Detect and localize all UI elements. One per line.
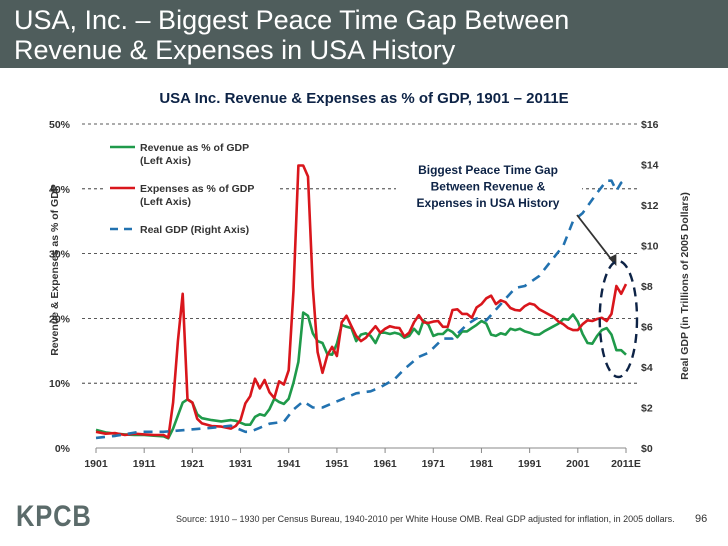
y-tick-label: 40%	[49, 184, 71, 196]
x-tick-label: 1931	[229, 458, 253, 470]
highlight-ellipse	[598, 259, 639, 379]
y2-tick-label: $10	[641, 241, 659, 253]
x-tick-label: 1901	[84, 458, 108, 470]
annotation-arrow	[576, 214, 615, 263]
legend-label-axis: (Left Axis)	[140, 155, 191, 167]
slide-title-line1: USA, Inc. – Biggest Peace Time Gap Betwe…	[14, 5, 570, 35]
y2-tick-label: $0	[641, 443, 653, 455]
page-number: 96	[695, 513, 708, 525]
y-tick-label: 30%	[49, 249, 71, 261]
legend-background	[105, 136, 280, 166]
annotation-text: Biggest Peace Time Gap	[418, 163, 558, 177]
y-tick-label: 10%	[49, 378, 71, 390]
x-tick-label: 2001	[566, 458, 590, 470]
legend-label: Real GDP (Right Axis)	[140, 224, 249, 236]
x-tick-label: 1951	[325, 458, 349, 470]
kpcb-logo: KPCB	[16, 500, 92, 533]
y-tick-label: 50%	[49, 119, 71, 131]
series-line-real-gdp-right-axis	[95, 177, 627, 440]
annotation-text: Between Revenue &	[431, 180, 546, 194]
legend: Revenue as % of GDP(Left Axis)Expenses a…	[105, 136, 280, 236]
y2-tick-label: $4	[641, 362, 653, 374]
x-tick-label: 1941	[277, 458, 301, 470]
legend-label: Revenue as % of GDP	[140, 142, 249, 154]
legend-background	[105, 177, 280, 207]
y2-axis-label: Real GDP (in Trillions of 2005 Dollars)	[679, 192, 691, 380]
legend-background	[105, 218, 280, 234]
annotation: Biggest Peace Time Gap Between Revenue & E…	[396, 160, 639, 379]
annotation-text: Expenses in USA History	[417, 196, 560, 210]
x-tick-label: 1961	[373, 458, 397, 470]
y2-tick-label: $6	[641, 322, 653, 334]
x-tick-label: 1911	[133, 458, 156, 470]
legend-label-axis: (Left Axis)	[140, 196, 191, 208]
series-line-expenses-as-of-gdp	[95, 164, 628, 439]
annotation-background	[396, 160, 582, 212]
y2-tick-label: $16	[641, 119, 659, 131]
slide-header: USA, Inc. – Biggest Peace Time Gap Betwe…	[0, 0, 728, 68]
slide-title-line2: Revenue & Expenses in USA History	[14, 35, 456, 65]
legend-label: Expenses as % of GDP	[140, 183, 254, 195]
y-tick-label: 0%	[55, 443, 71, 455]
x-tick-label: 2011E	[611, 458, 641, 470]
series-lines	[95, 164, 628, 440]
slide-title: USA, Inc. – Biggest Peace Time Gap Betwe…	[14, 5, 569, 65]
y2-tick-label: $14	[641, 160, 659, 172]
source-note: Source: 1910 – 1930 per Census Bureau, 1…	[176, 514, 675, 524]
chart-title: USA Inc. Revenue & Expenses as % of GDP,…	[159, 90, 568, 107]
series-line-revenue-as-of-gdp	[95, 311, 627, 440]
axes: 0% 10% 20% 30% 40% 50% $0 $2 $4 $6 $8 $10 $12 $14 $16 1…	[49, 119, 659, 470]
y2-tick-label: $8	[641, 281, 653, 293]
x-tick-label: 1921	[181, 458, 205, 470]
x-tick-label: 1981	[470, 458, 494, 470]
y-tick-label: 20%	[49, 313, 71, 325]
x-tick-label: 1971	[422, 458, 446, 470]
y-axis-label: Revenue & Expenses as % of GDP	[49, 184, 61, 356]
x-tick-label: 1991	[518, 458, 542, 470]
y2-tick-label: $12	[641, 200, 659, 212]
y2-tick-label: $2	[641, 403, 653, 415]
